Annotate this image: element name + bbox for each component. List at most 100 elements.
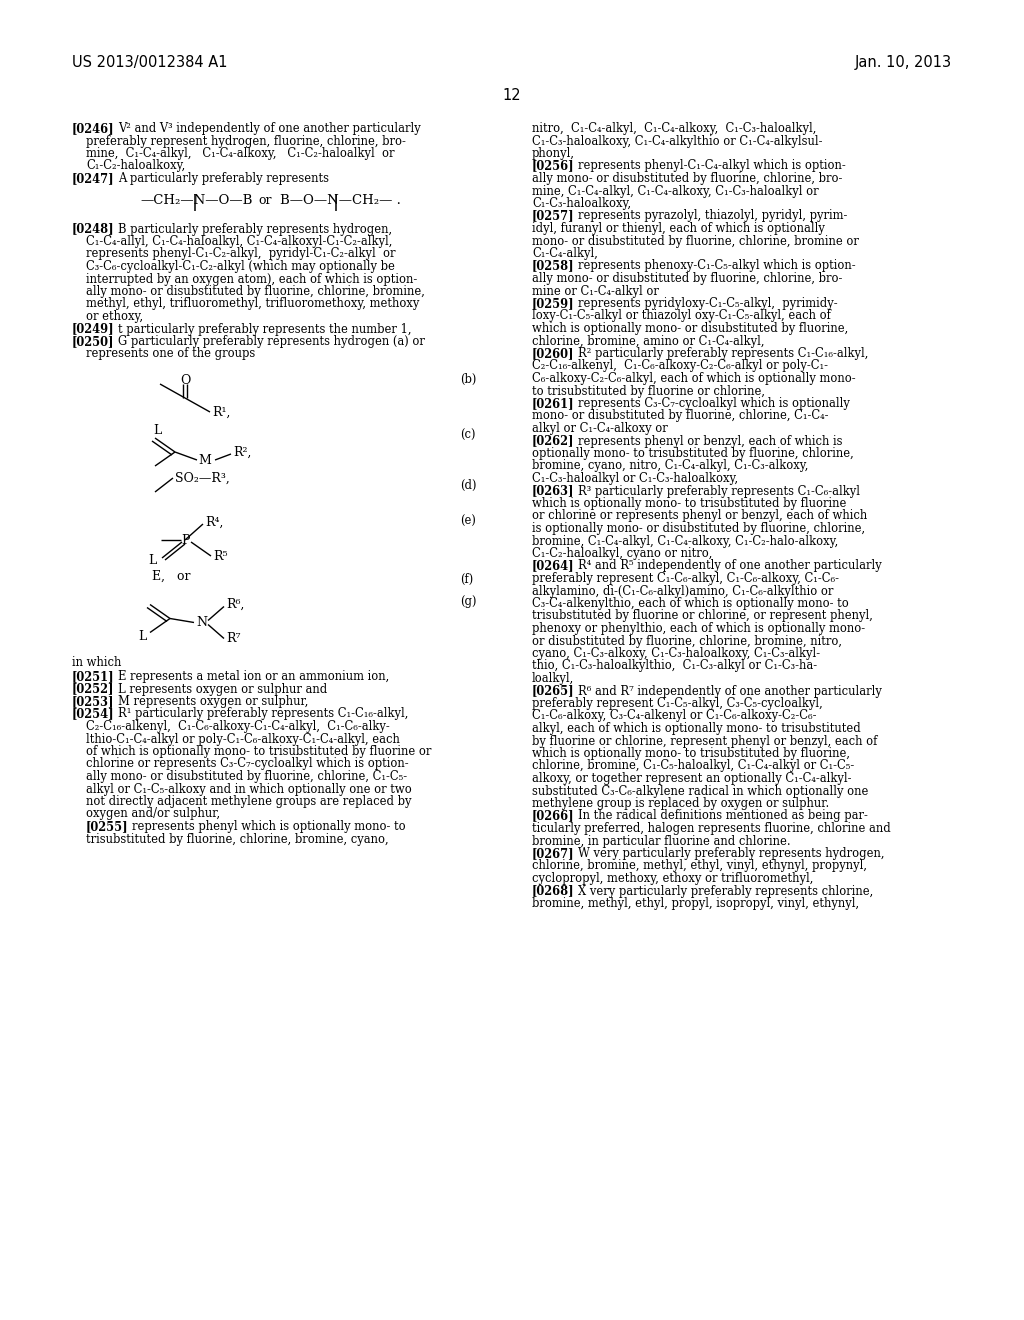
Text: R⁶,: R⁶, (226, 598, 245, 611)
Text: ally mono- or disubstituted by fluorine, chlorine, bro-: ally mono- or disubstituted by fluorine,… (532, 272, 843, 285)
Text: trisubstituted by fluorine, chlorine, bromine, cyano,: trisubstituted by fluorine, chlorine, br… (86, 833, 389, 846)
Text: bromine, C₁-C₄-alkyl, C₁-C₄-alkoxy, C₁-C₂-halo-alkoxy,: bromine, C₁-C₄-alkyl, C₁-C₄-alkoxy, C₁-C… (532, 535, 839, 548)
Text: chlorine, bromine, methyl, ethyl, vinyl, ethynyl, propynyl,: chlorine, bromine, methyl, ethyl, vinyl,… (532, 859, 867, 873)
Text: thio, C₁-C₃-haloalkylthio,  C₁-C₃-alkyl or C₁-C₃-ha-: thio, C₁-C₃-haloalkylthio, C₁-C₃-alkyl o… (532, 660, 817, 672)
Text: which is optionally mono- to trisubstituted by fluorine: which is optionally mono- to trisubstitu… (532, 498, 847, 510)
Text: [0267]: [0267] (532, 847, 574, 861)
Text: N: N (196, 616, 207, 630)
Text: [0252]: [0252] (72, 682, 115, 696)
Text: [0253]: [0253] (72, 696, 115, 708)
Text: which is optionally mono- or disubstituted by fluorine,: which is optionally mono- or disubstitut… (532, 322, 848, 335)
Text: G particularly preferably represents hydrogen (a) or: G particularly preferably represents hyd… (118, 335, 425, 348)
Text: R⁷: R⁷ (226, 632, 241, 645)
Text: alkoxy, or together represent an optionally C₁-C₄-alkyl-: alkoxy, or together represent an optiona… (532, 772, 852, 785)
Text: [0258]: [0258] (532, 260, 574, 272)
Text: loxy-C₁-C₅-alkyl or thiazolyl oxy-C₁-C₅-alkyl, each of: loxy-C₁-C₅-alkyl or thiazolyl oxy-C₁-C₅-… (532, 309, 830, 322)
Text: In the radical definitions mentioned as being par-: In the radical definitions mentioned as … (578, 809, 868, 822)
Text: R¹ particularly preferably represents C₁-C₁₆-alkyl,: R¹ particularly preferably represents C₁… (118, 708, 409, 721)
Text: represents phenyl-C₁-C₂-alkyl,  pyridyl-C₁-C₂-alkyl  or: represents phenyl-C₁-C₂-alkyl, pyridyl-C… (86, 248, 395, 260)
Text: C₁-C₄-alkyl,: C₁-C₄-alkyl, (532, 247, 598, 260)
Text: ticularly preferred, halogen represents fluorine, chlorine and: ticularly preferred, halogen represents … (532, 822, 891, 836)
Text: [0251]: [0251] (72, 671, 115, 682)
Text: R⁶ and R⁷ independently of one another particularly: R⁶ and R⁷ independently of one another p… (578, 685, 882, 697)
Text: [0257]: [0257] (532, 210, 574, 223)
Text: mine,  C₁-C₄-alkyl,   C₁-C₄-alkoxy,   C₁-C₂-haloalkyl  or: mine, C₁-C₄-alkyl, C₁-C₄-alkoxy, C₁-C₂-h… (86, 147, 394, 160)
Text: C₆-alkoxy-C₂-C₆-alkyl, each of which is optionally mono-: C₆-alkoxy-C₂-C₆-alkyl, each of which is … (532, 372, 856, 385)
Text: L: L (138, 630, 146, 643)
Text: E,   or: E, or (152, 570, 190, 583)
Text: R²,: R², (233, 446, 251, 458)
Text: methylene group is replaced by oxygen or sulphur.: methylene group is replaced by oxygen or… (532, 797, 829, 810)
Text: (g): (g) (460, 595, 476, 609)
Text: preferably represent C₁-C₆-alkyl, C₁-C₆-alkoxy, C₁-C₆-: preferably represent C₁-C₆-alkyl, C₁-C₆-… (532, 572, 839, 585)
Text: ally mono- or disubstituted by fluorine, chlorine, bro-: ally mono- or disubstituted by fluorine,… (532, 172, 843, 185)
Text: C₁-C₂-haloalkoxy,: C₁-C₂-haloalkoxy, (86, 160, 185, 173)
Text: [0254]: [0254] (72, 708, 115, 721)
Text: US 2013/0012384 A1: US 2013/0012384 A1 (72, 55, 227, 70)
Text: represents one of the groups: represents one of the groups (86, 347, 255, 360)
Text: [0268]: [0268] (532, 884, 574, 898)
Text: [0256]: [0256] (532, 160, 574, 173)
Text: represents phenyl or benzyl, each of which is: represents phenyl or benzyl, each of whi… (578, 434, 843, 447)
Text: 12: 12 (503, 88, 521, 103)
Text: [0255]: [0255] (86, 820, 129, 833)
Text: or chlorine or represents phenyl or benzyl, each of which: or chlorine or represents phenyl or benz… (532, 510, 867, 523)
Text: optionally mono- to trisubstituted by fluorine, chlorine,: optionally mono- to trisubstituted by fl… (532, 447, 854, 459)
Text: A particularly preferably represents: A particularly preferably represents (118, 172, 329, 185)
Text: (c): (c) (460, 429, 475, 442)
Text: bromine, methyl, ethyl, propyl, isopropyl, vinyl, ethynyl,: bromine, methyl, ethyl, propyl, isopropy… (532, 898, 859, 909)
Text: R¹,: R¹, (212, 405, 230, 418)
Text: idyl, furanyl or thienyl, each of which is optionally: idyl, furanyl or thienyl, each of which … (532, 222, 825, 235)
Text: mine, C₁-C₄-alkyl, C₁-C₄-alkoxy, C₁-C₃-haloalkyl or: mine, C₁-C₄-alkyl, C₁-C₄-alkoxy, C₁-C₃-h… (532, 185, 818, 198)
Text: C₃-C₆-cycloalkyl-C₁-C₂-alkyl (which may optionally be: C₃-C₆-cycloalkyl-C₁-C₂-alkyl (which may … (86, 260, 395, 273)
Text: L represents oxygen or sulphur and: L represents oxygen or sulphur and (118, 682, 328, 696)
Text: [0260]: [0260] (532, 347, 574, 360)
Text: C₁-C₂-haloalkyl, cyano or nitro,: C₁-C₂-haloalkyl, cyano or nitro, (532, 546, 713, 560)
Text: C₁-C₃-haloalkoxy,: C₁-C₃-haloalkoxy, (532, 197, 631, 210)
Text: represents pyrazolyl, thiazolyl, pyridyl, pyrim-: represents pyrazolyl, thiazolyl, pyridyl… (578, 210, 848, 223)
Text: oxygen and/or sulphur,: oxygen and/or sulphur, (86, 808, 220, 821)
Text: [0266]: [0266] (532, 809, 574, 822)
Text: SO₂—R³,: SO₂—R³, (175, 471, 229, 484)
Text: or ethoxy,: or ethoxy, (86, 310, 143, 323)
Text: phonyl,: phonyl, (532, 147, 575, 160)
Text: [0259]: [0259] (532, 297, 574, 310)
Text: of which is optionally mono- to trisubstituted by fluorine or: of which is optionally mono- to trisubst… (86, 744, 431, 758)
Text: chlorine, bromine, amino or C₁-C₄-alkyl,: chlorine, bromine, amino or C₁-C₄-alkyl, (532, 334, 765, 347)
Text: in which: in which (72, 656, 122, 668)
Text: not directly adjacent methylene groups are replaced by: not directly adjacent methylene groups a… (86, 795, 412, 808)
Text: C₁-C₄-allyl, C₁-C₄-haloalkyl, C₁-C₄-alkoxyl-C₁-C₂-alkyl,: C₁-C₄-allyl, C₁-C₄-haloalkyl, C₁-C₄-alko… (86, 235, 392, 248)
Text: E represents a metal ion or an ammonium ion,: E represents a metal ion or an ammonium … (118, 671, 389, 682)
Text: [0263]: [0263] (532, 484, 574, 498)
Text: R³ particularly preferably represents C₁-C₆-alkyl: R³ particularly preferably represents C₁… (578, 484, 860, 498)
Text: —CH₂—N—O—B: —CH₂—N—O—B (140, 194, 252, 207)
Text: to trisubstituted by fluorine or chlorine,: to trisubstituted by fluorine or chlorin… (532, 384, 765, 397)
Text: W very particularly preferably represents hydrogen,: W very particularly preferably represent… (578, 847, 885, 861)
Text: represents phenyl-C₁-C₄-alkyl which is option-: represents phenyl-C₁-C₄-alkyl which is o… (578, 160, 846, 173)
Text: cyclopropyl, methoxy, ethoxy or trifluoromethyl,: cyclopropyl, methoxy, ethoxy or trifluor… (532, 873, 813, 884)
Text: C₃-C₄-alkenylthio, each of which is optionally mono- to: C₃-C₄-alkenylthio, each of which is opti… (532, 597, 849, 610)
Text: O: O (180, 374, 190, 387)
Text: chlorine or represents C₃-C₇-cycloalkyl which is option-: chlorine or represents C₃-C₇-cycloalkyl … (86, 758, 409, 771)
Text: C₂-C₁₆-alkenyl,  C₁-C₆-alkoxy-C₁-C₄-alkyl,  C₁-C₆-alky-: C₂-C₁₆-alkenyl, C₁-C₆-alkoxy-C₁-C₄-alkyl… (86, 719, 390, 733)
Text: chlorine, bromine, C₁-C₅-haloalkyl, C₁-C₄-alkyl or C₁-C₅-: chlorine, bromine, C₁-C₅-haloalkyl, C₁-C… (532, 759, 854, 772)
Text: alkyl or C₁-C₄-alkoxy or: alkyl or C₁-C₄-alkoxy or (532, 422, 668, 436)
Text: C₁-C₃-haloalkoxy, C₁-C₄-alkylthio or C₁-C₄-alkylsul-: C₁-C₃-haloalkoxy, C₁-C₄-alkylthio or C₁-… (532, 135, 822, 148)
Text: M represents oxygen or sulphur,: M represents oxygen or sulphur, (118, 696, 308, 708)
Text: [0249]: [0249] (72, 322, 115, 335)
Text: R⁴ and R⁵ independently of one another particularly: R⁴ and R⁵ independently of one another p… (578, 560, 882, 573)
Text: V² and V³ independently of one another particularly: V² and V³ independently of one another p… (118, 121, 421, 135)
Text: ally mono- or disubstituted by fluorine, chlorine, bromine,: ally mono- or disubstituted by fluorine,… (86, 285, 425, 298)
Text: [0248]: [0248] (72, 223, 115, 235)
Text: cyano, C₁-C₃-alkoxy, C₁-C₃-haloalkoxy, C₁-C₃-alkyl-: cyano, C₁-C₃-alkoxy, C₁-C₃-haloalkoxy, C… (532, 647, 820, 660)
Text: [0265]: [0265] (532, 685, 574, 697)
Text: loalkyl,: loalkyl, (532, 672, 574, 685)
Text: alkylamino, di-(C₁-C₆-alkyl)amino, C₁-C₆-alkylthio or: alkylamino, di-(C₁-C₆-alkyl)amino, C₁-C₆… (532, 585, 834, 598)
Text: represents C₃-C₇-cycloalkyl which is optionally: represents C₃-C₇-cycloalkyl which is opt… (578, 397, 850, 411)
Text: Jan. 10, 2013: Jan. 10, 2013 (855, 55, 952, 70)
Text: X very particularly preferably represents chlorine,: X very particularly preferably represent… (578, 884, 873, 898)
Text: C₂-C₁₆-alkenyl,  C₁-C₆-alkoxy-C₂-C₆-alkyl or poly-C₁-: C₂-C₁₆-alkenyl, C₁-C₆-alkoxy-C₂-C₆-alkyl… (532, 359, 828, 372)
Text: (f): (f) (460, 573, 473, 586)
Text: mine or C₁-C₄-alkyl or: mine or C₁-C₄-alkyl or (532, 285, 658, 297)
Text: L: L (153, 424, 161, 437)
